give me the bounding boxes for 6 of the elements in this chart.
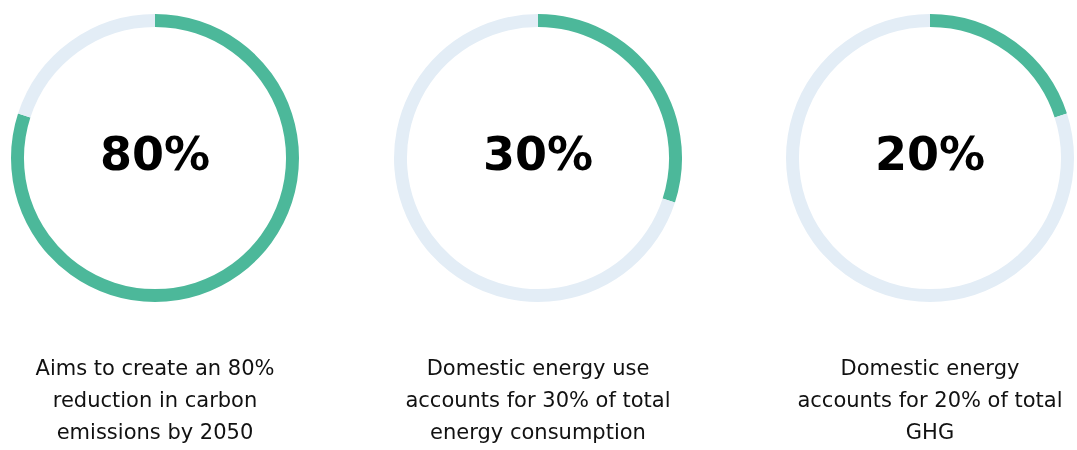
text: Domestic energy accounts for 20% of total GHG <box>796 355 1064 446</box>
data-label: 80% <box>99 126 211 181</box>
text: Domestic energy use accounts for 30% of total energy consumption <box>404 355 672 446</box>
text: Aims to create an 80% reduction in carbon emissions by 2050 <box>34 355 276 446</box>
data-label: 20% <box>874 126 986 181</box>
data-label: 30% <box>482 126 594 181</box>
